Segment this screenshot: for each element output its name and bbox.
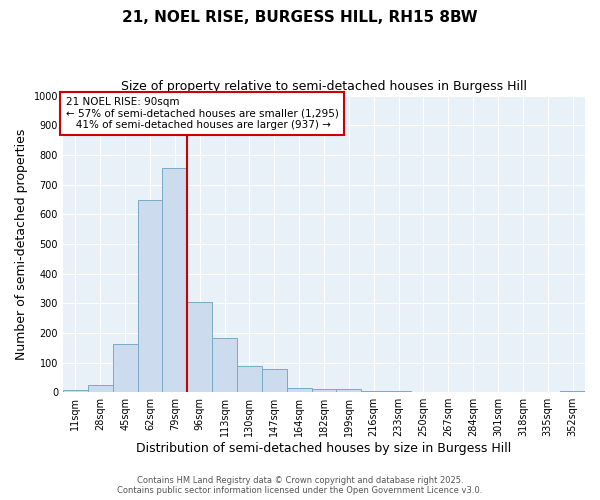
Text: 21, NOEL RISE, BURGESS HILL, RH15 8BW: 21, NOEL RISE, BURGESS HILL, RH15 8BW [122,10,478,25]
Bar [212,338,237,392]
Bar [187,302,212,392]
Bar [88,385,113,392]
Bar [560,390,585,392]
Bar [311,389,337,392]
Bar [137,200,163,392]
Y-axis label: Number of semi-detached properties: Number of semi-detached properties [15,128,28,360]
Bar [337,389,361,392]
Text: 21 NOEL RISE: 90sqm
← 57% of semi-detached houses are smaller (1,295)
   41% of : 21 NOEL RISE: 90sqm ← 57% of semi-detach… [65,97,338,130]
Bar [262,369,287,392]
Bar [386,390,411,392]
Bar [287,388,311,392]
Title: Size of property relative to semi-detached houses in Burgess Hill: Size of property relative to semi-detach… [121,80,527,93]
Bar [361,390,386,392]
Text: Contains HM Land Registry data © Crown copyright and database right 2025.
Contai: Contains HM Land Registry data © Crown c… [118,476,482,495]
Bar [163,168,187,392]
Bar [237,366,262,392]
X-axis label: Distribution of semi-detached houses by size in Burgess Hill: Distribution of semi-detached houses by … [136,442,512,455]
Bar [63,390,88,392]
Bar [113,344,137,392]
